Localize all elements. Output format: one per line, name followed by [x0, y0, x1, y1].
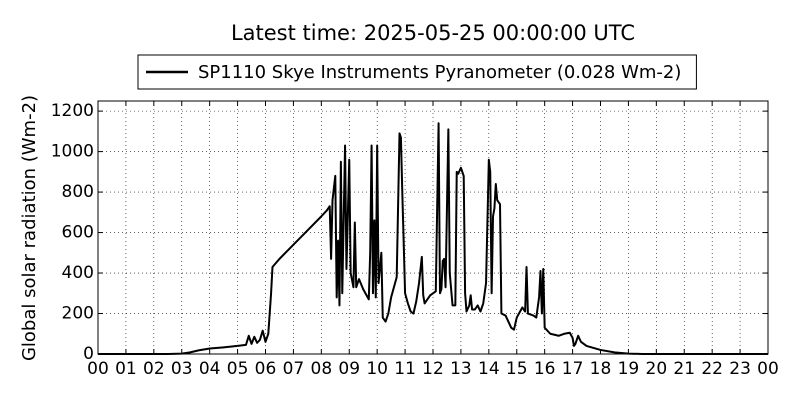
y-tick-label: 600 [62, 223, 94, 243]
x-tick-label: 20 [646, 359, 668, 379]
y-tick-label: 200 [62, 304, 94, 324]
x-tick-label: 12 [422, 359, 444, 379]
x-tick-label: 04 [199, 359, 221, 379]
x-tick-label: 15 [506, 359, 528, 379]
x-tick-label: 08 [311, 359, 333, 379]
x-tick-label: 10 [366, 359, 388, 379]
x-tick-label: 16 [534, 359, 556, 379]
x-tick-label: 14 [478, 359, 500, 379]
x-tick-label: 09 [338, 359, 360, 379]
data-line [98, 122, 768, 355]
x-tick-label: 18 [590, 359, 612, 379]
x-tick-label: 03 [171, 359, 193, 379]
x-tick-label: 02 [143, 359, 165, 379]
legend-label: SP1110 Skye Instruments Pyranometer (0.0… [198, 62, 681, 83]
x-tick-label: 00 [757, 359, 779, 379]
chart-title: Latest time: 2025-05-25 00:00:00 UTC [231, 21, 635, 45]
y-axis-label: Global solar radiation (Wm-2) [19, 95, 40, 361]
y-tick-label: 1000 [51, 142, 94, 162]
x-tick-label: 07 [283, 359, 305, 379]
x-tick-label: 22 [701, 359, 723, 379]
x-tick-label: 19 [618, 359, 640, 379]
y-tick-label: 400 [62, 263, 94, 283]
legend-box [137, 54, 697, 90]
x-tick-label: 06 [255, 359, 277, 379]
x-tick-label: 13 [450, 359, 472, 379]
x-tick-label: 21 [673, 359, 695, 379]
y-tick-label: 800 [62, 182, 94, 202]
plot-frame [97, 100, 769, 355]
x-tick-label: 00 [87, 359, 109, 379]
y-tick-label: 1200 [51, 101, 94, 121]
y-tick-label: 0 [83, 344, 94, 364]
x-tick-label: 17 [562, 359, 584, 379]
x-tick-label: 05 [227, 359, 249, 379]
x-tick-label: 23 [729, 359, 751, 379]
x-tick-label: 01 [115, 359, 137, 379]
x-tick-label: 11 [394, 359, 416, 379]
